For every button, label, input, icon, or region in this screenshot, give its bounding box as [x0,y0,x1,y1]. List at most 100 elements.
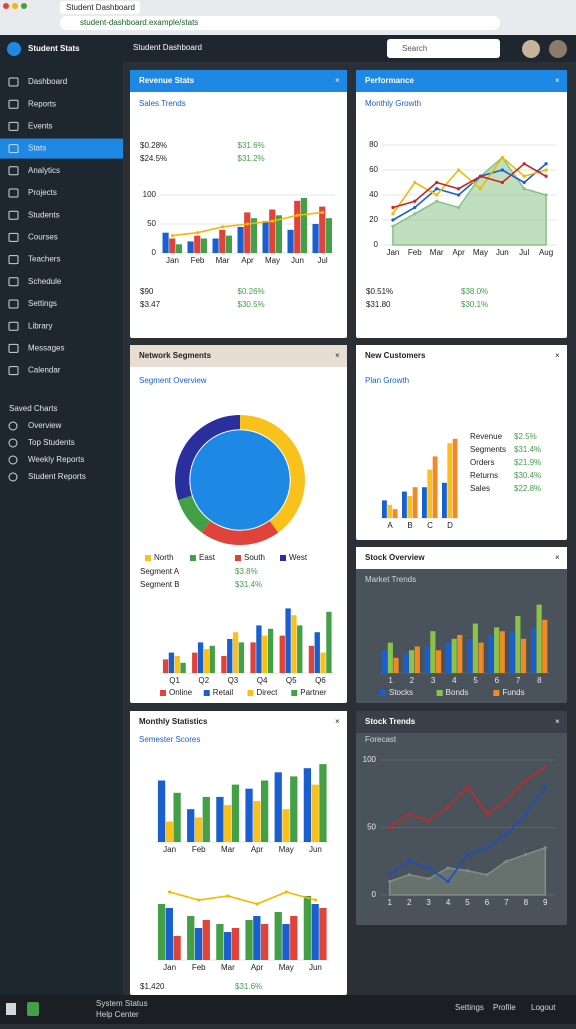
bar [192,652,198,673]
nav-item[interactable]: Library [28,321,52,330]
legend-swatch [145,555,151,561]
window-button[interactable] [3,3,9,9]
card-header [356,345,567,367]
bar [180,662,186,673]
donut-center [190,430,290,530]
nav-sub-item[interactable]: Weekly Reports [28,455,84,464]
point [544,193,548,197]
card-title: Revenue Stats [139,76,195,85]
point [391,205,395,210]
window-button[interactable] [21,3,27,9]
bar [202,796,210,842]
stat: $38.0% [461,287,488,296]
stat: Returns [470,471,498,480]
nav-item[interactable]: Analytics [28,166,60,175]
x-tick-label: 1 [387,898,392,907]
nav-item[interactable]: Students [28,210,60,219]
avatar[interactable] [549,40,567,58]
x-tick-label: 2 [410,676,415,685]
bar [542,619,548,673]
taskbar-status: System Status [96,999,148,1008]
bar [311,904,319,960]
x-tick-label: 6 [495,676,500,685]
card-subtitle: Segment Overview [139,376,207,385]
close-button[interactable]: × [555,76,560,85]
taskbar-help[interactable]: Help Center [96,1010,139,1019]
x-tick-label: Jan [163,845,176,854]
card-title: Stock Overview [365,553,425,562]
stat: Segment B [140,580,180,589]
bar [282,924,290,960]
nav-icon [8,277,19,287]
bar [174,656,180,673]
nav-item[interactable]: Settings [28,299,57,308]
tab[interactable] [60,1,140,14]
address-bar[interactable] [60,16,500,30]
point [500,155,504,160]
point [456,193,461,197]
nav-icon [8,343,19,353]
search-box[interactable] [387,39,500,58]
donut-slice [178,495,211,533]
taskbar-icon[interactable] [27,1002,39,1016]
bar [274,912,282,960]
nav-item[interactable]: Events [28,122,52,131]
stat: $2.5% [514,432,537,441]
bar [432,456,438,518]
taskbar-icon[interactable] [6,1003,16,1015]
close-button[interactable]: × [555,553,560,562]
bar [267,628,274,673]
nav-item[interactable]: Projects [28,188,57,197]
bar [260,924,269,960]
point [485,873,489,877]
x-tick-label: Mar [221,845,235,854]
taskbar-item[interactable]: Logout [531,1003,556,1012]
nav-sub-item[interactable]: Student Reports [28,472,86,481]
close-button[interactable]: × [335,717,340,726]
bar [515,616,521,673]
x-tick-label: 4 [452,676,457,685]
avatar[interactable] [522,40,540,58]
x-tick-label: Apr [241,256,254,265]
nav-item[interactable]: Messages [28,344,64,353]
x-tick-label: Apr [251,845,264,854]
taskbar-item[interactable]: Settings [455,1003,484,1012]
x-tick-label: D [447,521,453,530]
donut-slice [201,521,279,546]
close-button[interactable]: × [555,351,560,360]
bar [382,500,387,518]
bar [412,487,418,518]
point [504,798,508,803]
bar [260,780,269,842]
taskbar-item[interactable]: Profile [493,1003,516,1012]
nav-item[interactable]: Calendar [28,366,61,375]
nav-item[interactable]: Schedule [28,277,62,286]
stat: $30.5% [238,300,265,309]
card [130,70,347,338]
search[interactable]: Search [402,44,427,53]
point [485,812,489,816]
nav-item[interactable]: Courses [28,233,58,242]
nav-item[interactable]: Dashboard [28,77,67,86]
nav-item[interactable]: Stats [28,144,46,153]
x-tick-label: Mar [221,963,235,972]
y-tick-label: 40 [369,190,378,199]
bar [427,469,433,518]
point [435,199,439,203]
legend-swatch [280,555,286,561]
nav-sub-item[interactable]: Top Students [28,438,75,447]
close-button[interactable]: × [335,351,340,360]
stat: $31.4% [235,580,262,589]
sidebar [0,62,123,995]
point [544,174,548,178]
nav-sub-item[interactable]: Overview [28,421,62,430]
close-button[interactable]: × [555,717,560,726]
point [544,168,548,172]
window-button[interactable] [12,3,18,9]
nav-item[interactable]: Teachers [28,255,60,264]
stat: $31.6% [238,141,265,150]
point [388,825,392,830]
stat: Segment A [140,567,180,576]
nav-item[interactable]: Reports [28,99,56,108]
close-button[interactable]: × [335,76,340,85]
